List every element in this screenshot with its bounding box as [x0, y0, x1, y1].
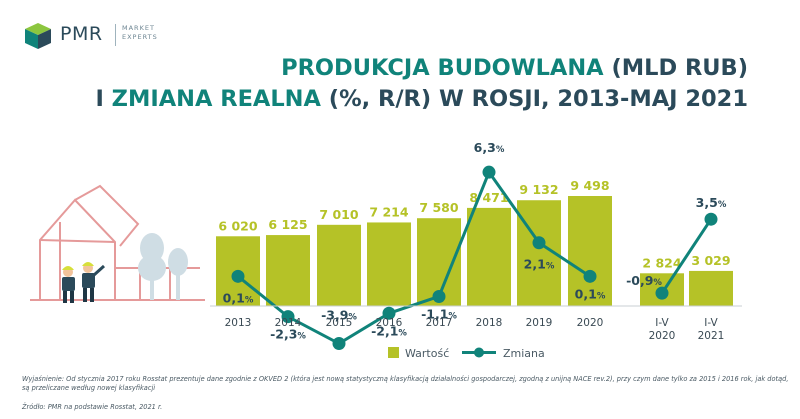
bar-value-label: 6 125 [268, 217, 307, 232]
title-highlight-2: ZMIANA REALNA [111, 86, 321, 112]
x-axis-tick-labels: 2013 2014 2015 2016 2017 2018 2019 2020 I-V 2020 I… [225, 317, 725, 342]
bar-2018 [467, 207, 511, 306]
title-rest-2: (%, R/R) W ROSJI, 2013-MAJ 2021 [328, 86, 748, 112]
line-value-label: -3,9% [321, 308, 357, 323]
line-value-label: -2,1% [371, 323, 407, 338]
legend-label-zmiana: Zmiana [503, 347, 545, 360]
logo-tagline-1: MARKET [122, 24, 155, 32]
bar-value-label: 7 580 [419, 200, 458, 215]
bar-value-label: 6 020 [218, 218, 257, 233]
line-point [432, 289, 446, 303]
line-value-label: 3,5% [696, 195, 727, 210]
bar-value-label: 7 010 [319, 207, 358, 222]
x-tick-label: 2016 [376, 317, 403, 329]
pmr-logo: PMR MARKET EXPERTS [22, 21, 182, 51]
logo-wordmark: PMR [60, 23, 103, 45]
legend-marker-zmiana [474, 347, 484, 358]
line-series-zmiana [237, 169, 713, 346]
line-value-label: -0,9% [626, 273, 662, 288]
house-illustration [30, 184, 205, 303]
source-note: Źródło: PMR na podstawie Rosstat, 2021 r… [22, 403, 163, 411]
title-rest-1: (MLD RUB) [611, 55, 748, 81]
bar-2016 [367, 222, 411, 306]
bar-2014 [266, 235, 310, 306]
title-highlight-1: PRODUKCJA BUDOWLANA [281, 55, 604, 81]
bar-2020 [568, 196, 612, 306]
x-tick-label: 2013 [225, 317, 252, 329]
line-point [332, 337, 346, 351]
x-tick-label: 2015 [326, 317, 353, 329]
bar-series [216, 196, 733, 306]
line-value-label: -2,3% [270, 327, 306, 342]
logo-divider [115, 24, 116, 46]
bar-value-label: 2 824 [642, 255, 681, 270]
line-point [704, 212, 718, 226]
line-point [231, 269, 245, 283]
bar-value-label: 3 029 [691, 253, 730, 268]
legend-label-wartosc: Wartość [405, 347, 449, 360]
x-tick-label: 2014 [275, 317, 302, 329]
bar-2015 [317, 224, 361, 306]
line-point [583, 269, 597, 283]
line-value-label: -1,1% [421, 306, 457, 321]
house-frame-icon [30, 184, 205, 301]
line-point [382, 306, 396, 320]
x-tick-label: 2020 [577, 317, 604, 329]
x-tick-label: 2017 [426, 317, 453, 329]
bar-value-label: 9 132 [519, 182, 558, 197]
line-point [655, 286, 669, 300]
x-tick-label: I-V 2021 [698, 317, 725, 342]
legend-swatch-wartosc [388, 347, 399, 358]
trees-icon [138, 233, 188, 300]
line-value-label: 6,3% [474, 140, 505, 155]
line-points [231, 165, 718, 351]
chart-title: PRODUKCJA BUDOWLANA (MLD RUB) I ZMIANA R… [95, 53, 748, 115]
legend: Wartość Zmiana [388, 347, 545, 360]
title-line-2: I ZMIANA REALNA (%, R/R) W ROSJI, 2013-M… [95, 84, 748, 115]
worker-2-icon [82, 262, 106, 302]
bar-value-label: 9 498 [570, 178, 609, 193]
x-tick-label: 2019 [526, 317, 553, 329]
logo-tagline: MARKET EXPERTS [122, 24, 158, 42]
x-tick-label: 2018 [476, 317, 503, 329]
worker-1-icon [62, 266, 75, 303]
line-point [281, 310, 295, 324]
bar-i-v-2021 [689, 270, 733, 306]
line-point [532, 236, 546, 250]
title-prefix-2: I [95, 86, 104, 112]
logo-tagline-2: EXPERTS [122, 33, 158, 41]
title-line-1: PRODUKCJA BUDOWLANA (MLD RUB) [95, 53, 748, 84]
x-tick-label: I-V 2020 [649, 317, 676, 342]
cube-logo-icon [25, 23, 51, 49]
line-point [482, 165, 496, 179]
bar-value-label: 7 214 [369, 204, 408, 219]
footnote: Wyjaśnienie: Od stycznia 2017 roku Rosst… [22, 375, 789, 392]
